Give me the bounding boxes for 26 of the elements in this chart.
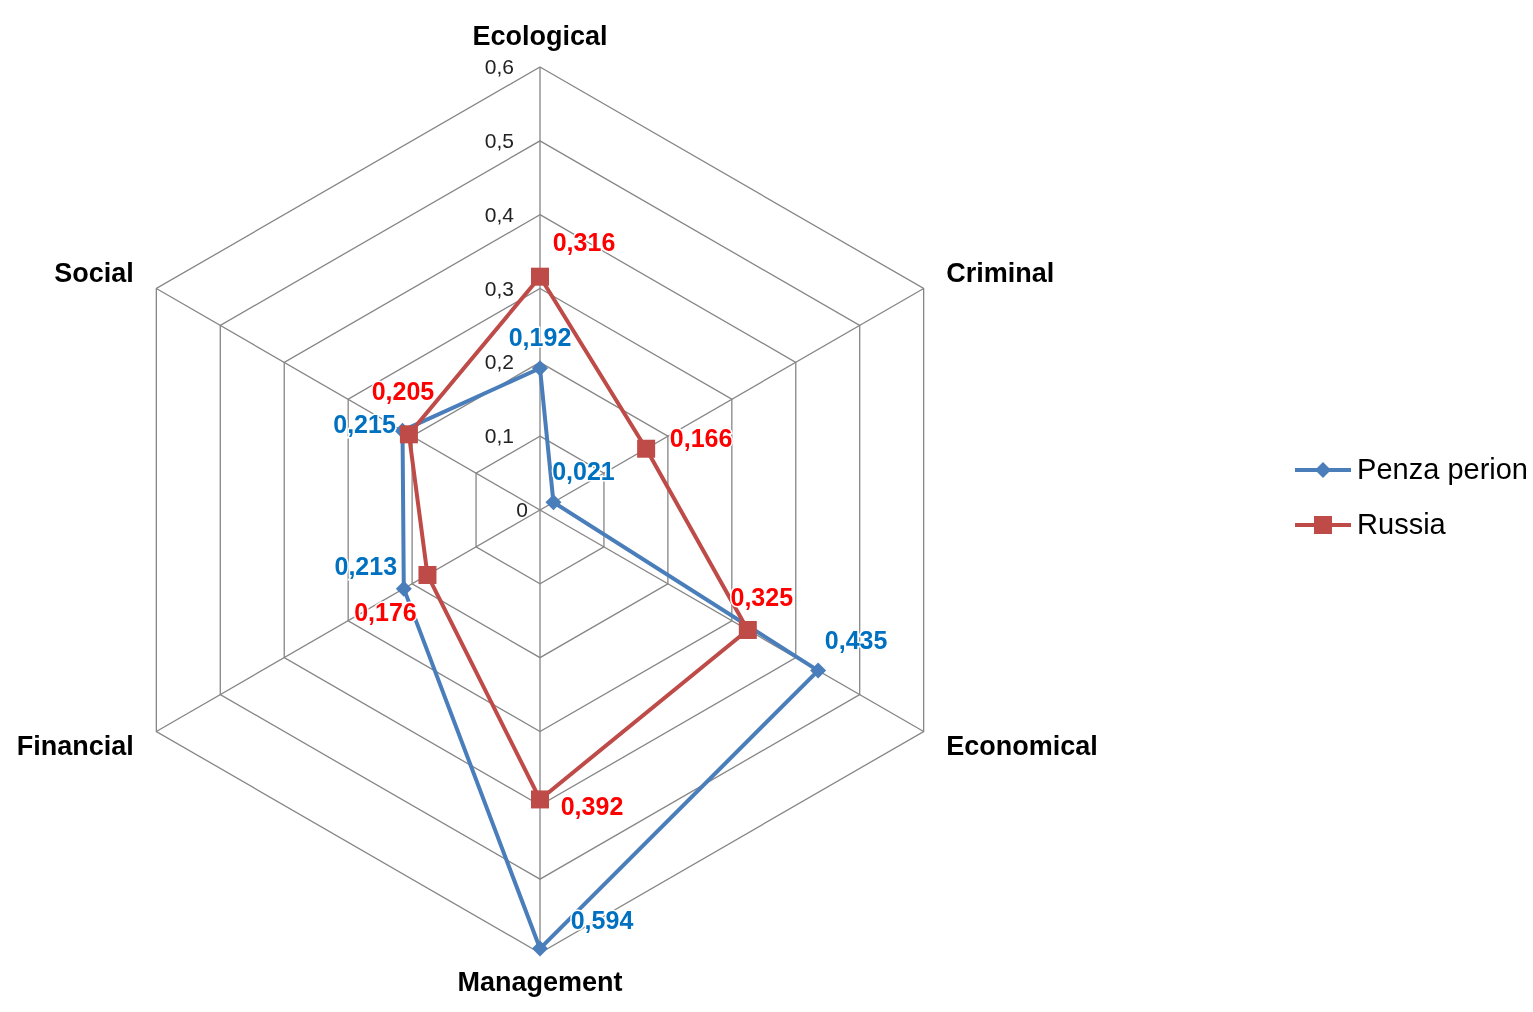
data-label: 0,215 [333, 409, 396, 438]
y-tick-label: 0,1 [484, 424, 514, 448]
spoke-label: Financial [16, 730, 134, 761]
spoke-label: Ecological [472, 21, 608, 51]
data-label: 0,392 [560, 792, 624, 821]
spoke-label: Economical [946, 730, 1098, 761]
data-label: 0,205 [371, 377, 435, 406]
data-label: 0,435 [824, 625, 888, 654]
data-label: 0,021 [552, 457, 615, 486]
y-tick-label: 0,6 [484, 55, 514, 78]
y-tick-label: 0,3 [484, 276, 514, 300]
data-label: 0,213 [334, 551, 398, 580]
data-label: 0,166 [669, 423, 733, 452]
spoke-label: Criminal [946, 257, 1055, 288]
spoke-label: Management [457, 967, 623, 997]
data-label: 0,594 [570, 905, 634, 934]
y-tick-label: 0,2 [484, 350, 514, 374]
y-tick-label: 0,4 [484, 202, 515, 226]
data-label: 0,192 [508, 323, 572, 352]
data-label: 0,325 [730, 582, 794, 611]
data-label: 0,316 [552, 227, 616, 256]
legend-label: Penza perion [1357, 453, 1528, 486]
spoke-label: Social [54, 257, 134, 288]
legend-label: Russia [1357, 508, 1446, 541]
y-tick-label: 0,5 [484, 128, 514, 152]
y-tick-label: 0 [516, 498, 528, 521]
